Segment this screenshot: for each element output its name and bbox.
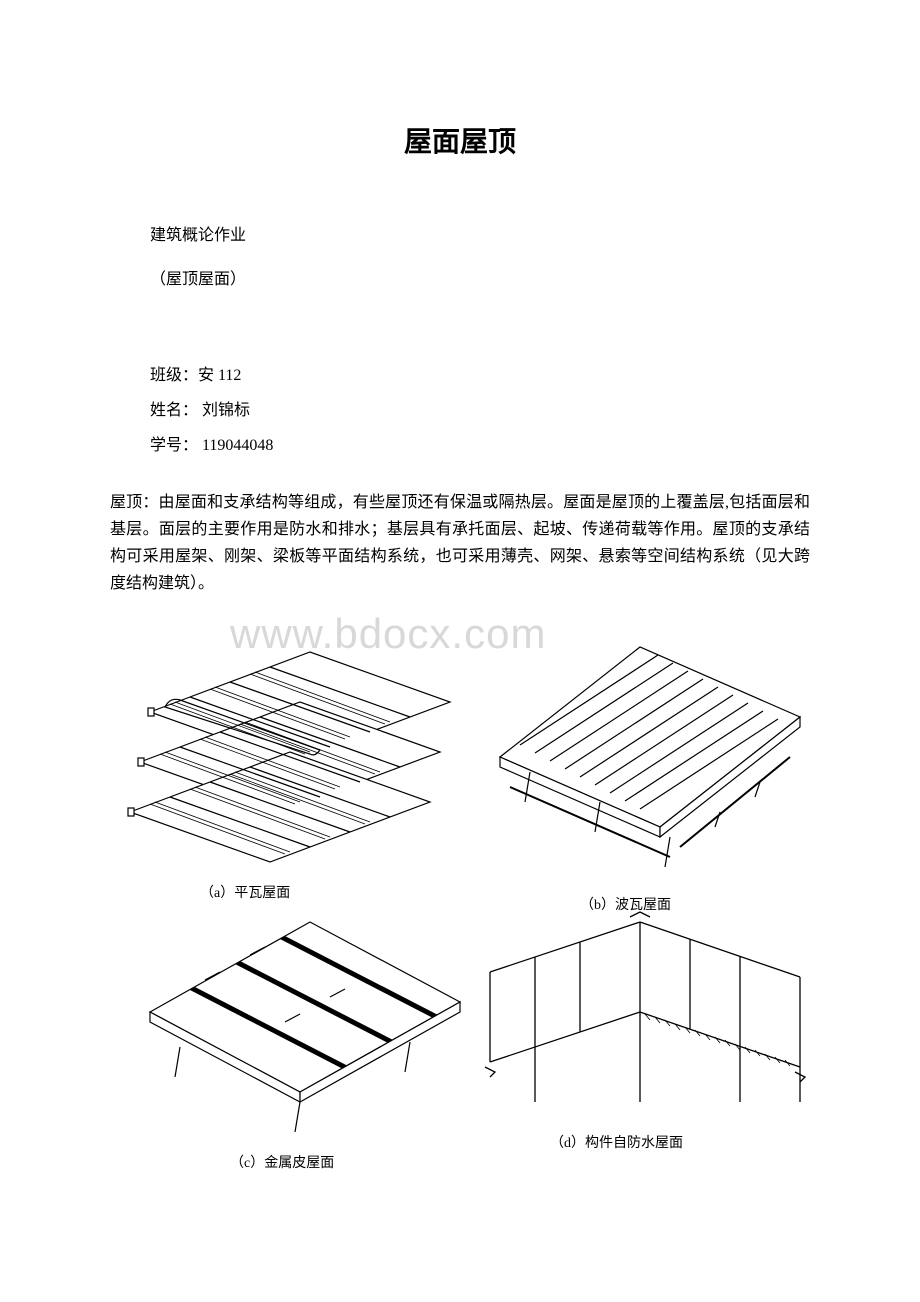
body-paragraph: 屋顶：由屋面和支承结构等组成，有些屋顶还有保温或隔热层。屋面是屋顶的上覆盖层,包…: [110, 489, 810, 598]
id-value: 119044048: [198, 437, 273, 454]
figure-panel-d: [480, 902, 810, 1132]
info-class: 班级：安 112: [150, 358, 810, 393]
caption-d: （d）构件自防水屋面: [550, 1132, 683, 1152]
header-line-1: 建筑概论作业: [150, 220, 810, 252]
figure-panel-c: [130, 902, 470, 1152]
page-title: 屋面屋顶: [110, 120, 810, 160]
header-line-2: （屋顶屋面）: [150, 264, 810, 296]
figure-panel-b: [480, 627, 810, 887]
figure-area: www.bdocx.com: [110, 602, 810, 1162]
class-value: 安 112: [198, 367, 241, 384]
info-id: 学号： 119044048: [150, 428, 810, 463]
caption-b: （b）波瓦屋面: [580, 894, 671, 914]
id-label: 学号：: [150, 437, 198, 454]
name-label: 姓名：: [150, 402, 198, 419]
name-value: 刘锦标: [198, 402, 250, 419]
caption-c: （c）金属皮屋面: [230, 1152, 334, 1172]
class-label: 班级：: [150, 367, 198, 384]
figure-panel-a: [110, 622, 470, 882]
info-name: 姓名： 刘锦标: [150, 393, 810, 428]
watermark-text: www.bdocx.com: [230, 610, 546, 658]
caption-a: （a）平瓦屋面: [200, 882, 290, 902]
